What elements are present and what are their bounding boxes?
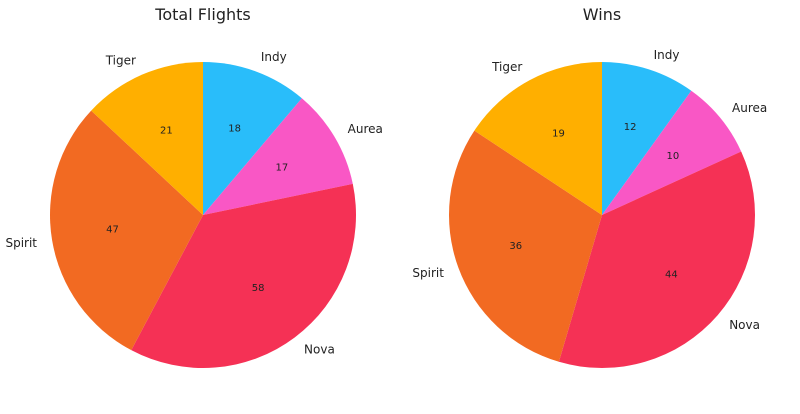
slice-category-label: Aurea: [348, 122, 383, 136]
slice-value-label: 17: [276, 163, 289, 174]
pie-slice-nova: [558, 151, 756, 368]
pie-slice-tiger: [91, 62, 203, 215]
slice-value-label: 58: [252, 283, 265, 294]
pie-slice-tiger: [474, 62, 602, 215]
pie-slice-spirit: [448, 130, 602, 362]
pie-slice-indy: [203, 62, 302, 215]
slice-category-label: Indy: [261, 50, 287, 64]
slice-value-label: 47: [106, 225, 119, 236]
pie-slice-indy: [602, 62, 692, 215]
slice-category-label: Spirit: [412, 266, 444, 280]
slice-category-label: Spirit: [5, 236, 37, 250]
slice-value-label: 18: [228, 123, 241, 134]
slice-value-label: 21: [160, 125, 173, 136]
slice-category-label: Tiger: [491, 60, 522, 74]
slice-value-label: 36: [509, 241, 522, 252]
pie-slice-aurea: [203, 98, 353, 215]
slice-category-label: Nova: [729, 318, 760, 332]
slice-value-label: 44: [665, 270, 678, 281]
chart-title: Wins: [583, 5, 621, 24]
pie-slice-spirit: [49, 110, 203, 351]
slice-category-label: Nova: [304, 343, 335, 357]
chart-title: Total Flights: [154, 5, 250, 24]
pie-slice-nova: [131, 183, 356, 368]
slice-category-label: Aurea: [732, 101, 767, 115]
pie-slice-aurea: [602, 90, 742, 215]
slice-category-label: Tiger: [105, 54, 136, 68]
slice-category-label: Indy: [654, 48, 680, 62]
pie-chart-total-flights: Total Flights 18 Indy 17 Aurea 58 Nova 47 Spiri…: [5, 5, 383, 368]
pie-chart-wins: Wins 12 Indy 10 Aurea 44 Nova 36 Spirit 19 Tiger: [412, 5, 767, 368]
slice-value-label: 10: [667, 151, 680, 162]
slice-value-label: 12: [624, 122, 637, 133]
slice-value-label: 19: [552, 129, 565, 140]
